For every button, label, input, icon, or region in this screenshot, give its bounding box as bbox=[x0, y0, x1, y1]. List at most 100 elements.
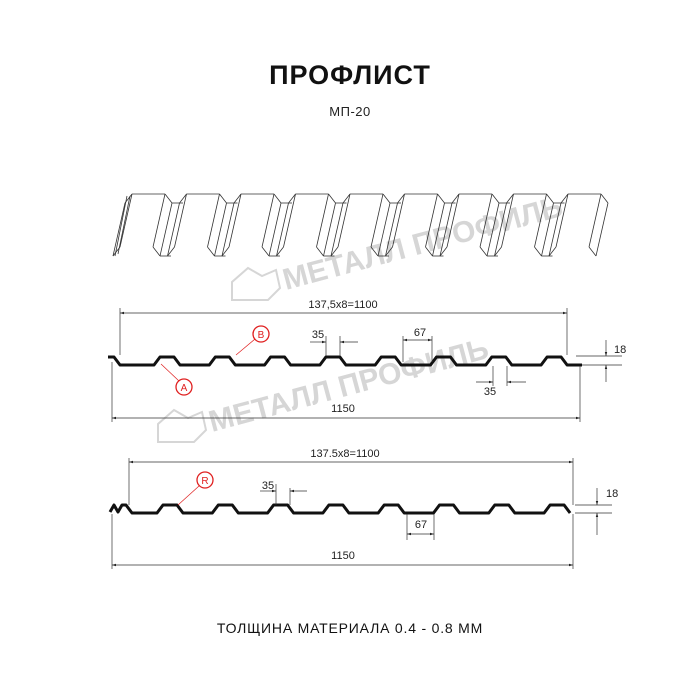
sheet-edge bbox=[152, 246, 161, 257]
height-label: 18 bbox=[614, 344, 626, 356]
sheet-edge bbox=[534, 246, 542, 257]
material-thickness-note: ТОЛЩИНА МАТЕРИАЛА 0.4 - 0.8 ММ bbox=[216, 620, 484, 636]
sheet-edge bbox=[377, 202, 391, 257]
sheet-edge bbox=[330, 246, 339, 257]
sheet-edge bbox=[451, 193, 460, 204]
sheet-edge bbox=[486, 202, 500, 257]
sheet-edge bbox=[370, 193, 384, 248]
pitch-label: 137,5x8=1100 bbox=[308, 299, 377, 311]
sheet-edge bbox=[491, 193, 500, 204]
marker-b-label: B bbox=[258, 330, 265, 341]
page-title: ПРОФЛИСТ bbox=[269, 60, 431, 90]
pitch-label: 137.5x8=1100 bbox=[310, 448, 379, 460]
sheet-edge bbox=[288, 193, 296, 204]
sheet-edge bbox=[328, 193, 336, 204]
sheet-edge bbox=[261, 193, 275, 248]
sheet-edge bbox=[370, 246, 379, 257]
crest-width-label: 35 bbox=[262, 480, 274, 492]
sheet-edge bbox=[233, 193, 242, 204]
sheet-edge bbox=[555, 193, 569, 248]
sheet-edge bbox=[330, 202, 344, 257]
sheet-edge bbox=[167, 202, 180, 257]
sheet-edge bbox=[273, 193, 282, 204]
sheet-edge bbox=[276, 246, 284, 257]
sheet-3d-view bbox=[112, 193, 609, 257]
sheet-edge bbox=[323, 202, 336, 257]
sheet-edge bbox=[112, 202, 126, 257]
sheet-edge bbox=[174, 193, 187, 248]
marker-r-circle bbox=[196, 471, 214, 489]
sheet-edge bbox=[382, 193, 391, 204]
sheet-edge bbox=[316, 246, 324, 257]
sheet-edge bbox=[117, 195, 131, 255]
marker-a-circle bbox=[175, 378, 193, 396]
sheet-edge bbox=[534, 193, 547, 248]
sheet-edge bbox=[560, 193, 569, 204]
sheet-edge bbox=[541, 202, 554, 257]
sheet-edge bbox=[425, 193, 438, 248]
sheet-edge bbox=[261, 246, 270, 257]
sheet-edge bbox=[385, 246, 393, 257]
watermark-text: МЕТАЛЛ ПРОФИЛЬ bbox=[205, 332, 492, 438]
rib-base-label: 67 bbox=[414, 327, 426, 339]
sheet-edge bbox=[425, 246, 433, 257]
sheet-edge bbox=[439, 246, 448, 257]
marker-r-label: R bbox=[201, 476, 208, 487]
sheet-edge bbox=[276, 202, 289, 257]
sheet-edge bbox=[494, 202, 507, 257]
sheet-edge bbox=[164, 193, 173, 204]
sheet-edge bbox=[501, 193, 514, 248]
sheet-edge bbox=[432, 202, 445, 257]
sheet-edge bbox=[316, 193, 329, 248]
page-subtitle: МП-20 bbox=[329, 104, 371, 119]
marker-a-label: A bbox=[181, 383, 188, 394]
sheet-edge bbox=[506, 193, 514, 204]
sheet-edge bbox=[207, 193, 220, 248]
sheet-edge bbox=[221, 246, 230, 257]
profile-a: 137,5x8=1100 1150 35 67 35 18 B A bbox=[108, 299, 626, 422]
sheet-edge bbox=[439, 202, 453, 257]
sheet-edge bbox=[548, 246, 557, 257]
sheet-edge bbox=[494, 246, 502, 257]
total-width-label: 1150 bbox=[331, 403, 355, 415]
rib-base-label: 67 bbox=[415, 519, 427, 531]
watermark-logo-bottom: МЕТАЛЛ ПРОФИЛЬ bbox=[157, 332, 492, 443]
sheet-edge bbox=[283, 193, 296, 248]
sheet-edge bbox=[595, 202, 609, 257]
sheet-edge bbox=[179, 193, 187, 204]
sheet-edge bbox=[385, 202, 398, 257]
profile-a-line bbox=[108, 355, 582, 367]
sheet-edge bbox=[119, 193, 133, 248]
sheet-edge bbox=[219, 193, 227, 204]
sheet-edge bbox=[397, 193, 405, 204]
sheet-edge bbox=[167, 246, 175, 257]
profile-b: 137.5x8=1100 1150 35 67 18 R bbox=[108, 448, 618, 569]
watermark-logo-top: МЕТАЛЛ ПРОФИЛЬ bbox=[231, 190, 566, 301]
sheet-edge bbox=[337, 193, 351, 248]
trough-width-label: 35 bbox=[484, 386, 496, 398]
marker-b-circle bbox=[252, 325, 270, 343]
sheet-edge bbox=[600, 193, 609, 204]
sheet-edge bbox=[548, 202, 562, 257]
sheet-edge bbox=[588, 246, 597, 257]
sheet-edge bbox=[479, 193, 493, 248]
crest-width-label: 35 bbox=[312, 329, 324, 341]
sheet-edge bbox=[214, 202, 227, 257]
height-label: 18 bbox=[606, 488, 618, 500]
sheet-edge bbox=[546, 193, 554, 204]
sheet-edge bbox=[437, 193, 445, 204]
sheet-edge bbox=[114, 195, 128, 257]
sheet-edge bbox=[342, 193, 351, 204]
profile-b-line bbox=[108, 503, 572, 515]
sheet-edge bbox=[159, 202, 173, 257]
sheet-edge bbox=[446, 193, 460, 248]
sheet-edge bbox=[152, 193, 166, 248]
sheet-edge bbox=[221, 202, 235, 257]
sheet-edge bbox=[392, 193, 405, 248]
total-width-label: 1150 bbox=[331, 550, 355, 562]
watermark-text: МЕТАЛЛ ПРОФИЛЬ bbox=[279, 190, 566, 296]
sheet-edge bbox=[207, 246, 215, 257]
sheet-edge bbox=[479, 246, 488, 257]
sheet-edge bbox=[268, 202, 282, 257]
